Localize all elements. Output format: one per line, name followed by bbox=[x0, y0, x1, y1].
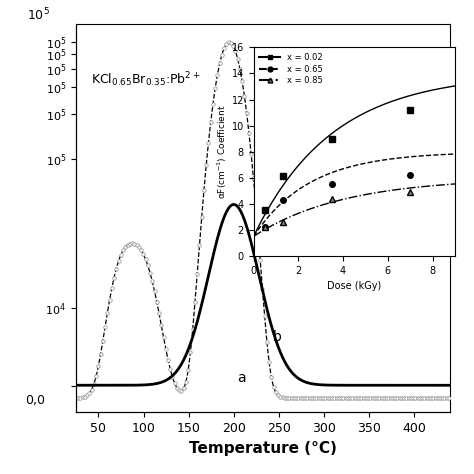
Text: b: b bbox=[273, 330, 282, 344]
Text: 10$^5$: 10$^5$ bbox=[27, 7, 50, 24]
Text: 0,0: 0,0 bbox=[25, 393, 46, 407]
X-axis label: Dose (kGy): Dose (kGy) bbox=[327, 281, 382, 291]
Text: a: a bbox=[237, 371, 245, 385]
X-axis label: Temperature (°C): Temperature (°C) bbox=[189, 441, 337, 456]
Y-axis label: αF(cm$^{-1}$) Coefficient: αF(cm$^{-1}$) Coefficient bbox=[215, 104, 229, 199]
Text: KCl$_{0.65}$Br$_{0.35}$:Pb$^{2+}$: KCl$_{0.65}$Br$_{0.35}$:Pb$^{2+}$ bbox=[91, 70, 201, 89]
Legend: x = 0.02, x = 0.65, x = 0.85: x = 0.02, x = 0.65, x = 0.85 bbox=[258, 52, 324, 87]
